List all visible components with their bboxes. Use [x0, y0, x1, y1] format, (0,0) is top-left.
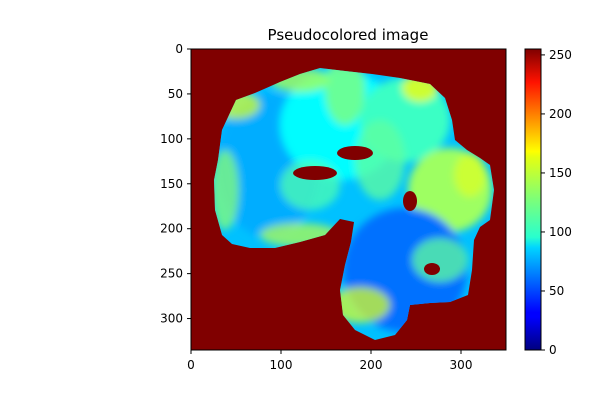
- y-tick-label: 100: [160, 132, 183, 146]
- y-tick-label: 150: [160, 177, 183, 191]
- y-tick-label: 300: [160, 312, 183, 326]
- colorbar-tick-label: 100: [549, 225, 572, 239]
- x-tick-label: 0: [187, 358, 195, 372]
- dark-spot: [403, 191, 417, 211]
- texture-patch: [214, 150, 239, 230]
- dark-spot: [424, 263, 440, 275]
- y-tick-label: 250: [160, 267, 183, 281]
- y-tick-label: 200: [160, 222, 183, 236]
- object-lobes: [214, 68, 492, 332]
- plot-frame: [190, 48, 507, 351]
- colorbar-tick-label: 250: [549, 48, 572, 62]
- colorbar-frame: [524, 48, 542, 351]
- chart-title: Pseudocolored image: [268, 26, 429, 44]
- texture-patch: [454, 153, 486, 197]
- dark-spot: [293, 166, 337, 180]
- y-tick-label: 50: [168, 87, 183, 101]
- colorbar-tick-label: 50: [549, 284, 564, 298]
- texture-patch: [330, 287, 390, 323]
- colorbar-tick-label: 200: [549, 107, 572, 121]
- dark-spot: [337, 146, 373, 160]
- y-tick-label: 0: [175, 42, 183, 56]
- texture-patch: [325, 68, 365, 125]
- colorbar: [525, 49, 541, 350]
- colorbar-tick-label: 0: [549, 343, 557, 357]
- colorbar-tick-label: 150: [549, 166, 572, 180]
- x-tick-label: 100: [270, 358, 293, 372]
- texture-patch: [355, 120, 405, 200]
- x-tick-label: 200: [360, 358, 383, 372]
- x-tick-label: 300: [450, 358, 473, 372]
- texture-patch: [412, 238, 468, 282]
